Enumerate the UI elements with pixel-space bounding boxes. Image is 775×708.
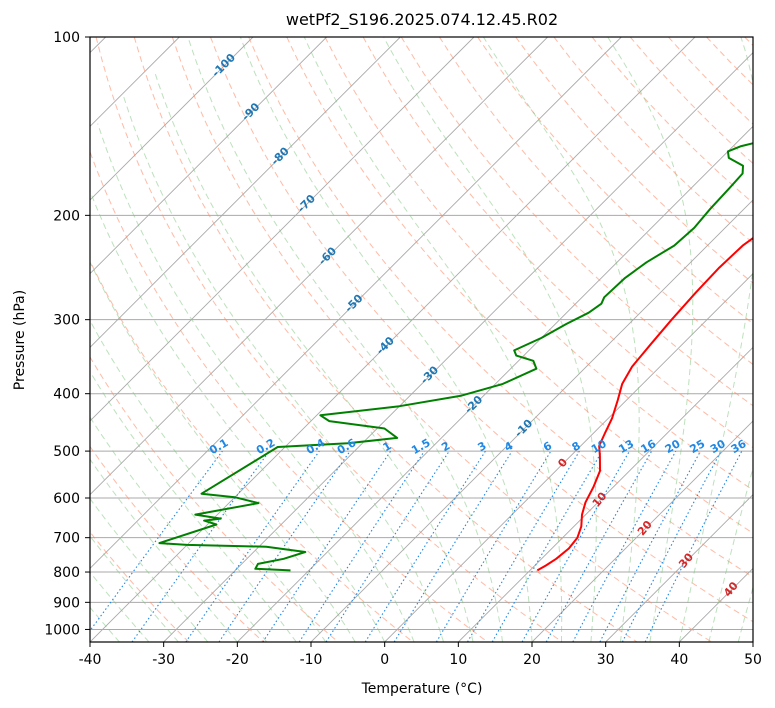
y-tick-label: 500 bbox=[53, 444, 80, 460]
moist-adiabat-line bbox=[90, 370, 297, 642]
dry-adiabat-line bbox=[95, 37, 563, 642]
plot-frame bbox=[89, 36, 754, 643]
moist-adiabat-line bbox=[122, 94, 445, 642]
moist-adiabat-line bbox=[90, 416, 268, 642]
data-series bbox=[158, 142, 753, 572]
y-tick-label: 600 bbox=[53, 491, 80, 507]
moist-adiabat-line bbox=[607, 37, 694, 642]
x-tick-label: 50 bbox=[744, 652, 762, 668]
mixing-ratio-line bbox=[185, 450, 320, 642]
y-tick-label: 800 bbox=[53, 565, 80, 581]
x-tick-label: 10 bbox=[449, 652, 467, 668]
moist-adiabat-line bbox=[737, 585, 753, 642]
moist-adiabat-line bbox=[383, 37, 597, 642]
x-tick-label: -10 bbox=[300, 652, 323, 668]
isotherm-line bbox=[384, 273, 753, 642]
x-tick-label: -30 bbox=[152, 652, 175, 668]
dry-adiabat-line bbox=[210, 37, 753, 623]
isotherm-line bbox=[531, 420, 753, 642]
x-tick-label: 20 bbox=[523, 652, 541, 668]
isotherm-line bbox=[90, 37, 696, 642]
y-tick-label: 900 bbox=[53, 595, 80, 611]
mixing-ratio-line bbox=[325, 450, 450, 642]
mixing-ratio-line bbox=[521, 450, 630, 642]
moist-adiabat-line bbox=[90, 571, 150, 642]
isotherm-line bbox=[90, 37, 622, 569]
mixing-ratio-lines bbox=[90, 450, 743, 642]
dry-adiabat-line bbox=[171, 37, 712, 642]
isotherm-line bbox=[163, 52, 753, 642]
mixing-ratio-line bbox=[90, 450, 223, 632]
dry-adiabat-line bbox=[438, 37, 753, 366]
moist-adiabat-line bbox=[678, 37, 753, 642]
moist-adiabat-line bbox=[708, 466, 753, 642]
dewpoint-profile-line bbox=[158, 142, 753, 572]
mixing-ratio-line bbox=[298, 450, 425, 642]
dry-adiabat-lines bbox=[90, 37, 753, 642]
y-tick-label: 300 bbox=[53, 313, 80, 329]
moist-adiabat-line bbox=[187, 37, 503, 642]
dry-adiabat-line bbox=[90, 356, 339, 642]
mixing-ratio-line bbox=[393, 450, 513, 642]
moist-adiabat-line bbox=[90, 189, 386, 642]
mixing-ratio-line bbox=[131, 450, 270, 642]
moist-adiabat-line bbox=[90, 497, 209, 642]
y-axis: 100 200 300 400 500 600 700 800 900 1000 bbox=[44, 30, 90, 638]
dry-adiabat-line bbox=[477, 37, 753, 325]
x-tick-label: 0 bbox=[380, 652, 389, 668]
y-tick-label: 200 bbox=[53, 208, 80, 224]
mixing-ratio-line bbox=[262, 450, 392, 642]
x-tick-label: 40 bbox=[670, 652, 688, 668]
y-tick-label: 400 bbox=[53, 387, 80, 403]
x-tick-label: -40 bbox=[79, 652, 102, 668]
isotherm-line bbox=[605, 494, 753, 642]
moist-adiabat-line bbox=[154, 72, 474, 642]
dry-adiabat-line bbox=[133, 37, 638, 642]
isotherm-line bbox=[90, 37, 475, 422]
y-axis-label: Pressure (hPa) bbox=[12, 290, 28, 390]
x-axis: -40 -30 -20 -10 0 10 20 30 40 50 bbox=[79, 642, 762, 668]
moist-adiabat-line bbox=[90, 606, 120, 642]
dry-adiabat-line bbox=[90, 150, 488, 642]
dry-adiabat-line bbox=[286, 37, 753, 534]
y-tick-label: 700 bbox=[53, 531, 80, 547]
y-tick-label: 100 bbox=[53, 30, 80, 46]
mixing-ratio-line bbox=[218, 450, 351, 642]
x-tick-label: -20 bbox=[226, 652, 249, 668]
isotherm-line bbox=[90, 37, 401, 348]
moist-adiabat-line bbox=[90, 319, 327, 642]
dry-adiabat-line bbox=[90, 445, 264, 642]
dry-adiabat-line bbox=[248, 37, 753, 578]
mixing-ratio-line bbox=[644, 450, 743, 642]
isotherm-line bbox=[90, 37, 327, 275]
y-tick-label: 1000 bbox=[44, 622, 80, 638]
mixing-ratio-line bbox=[572, 450, 677, 642]
moist-adiabat-line bbox=[97, 123, 415, 642]
x-axis-label: Temperature (°C) bbox=[361, 681, 483, 697]
plot-area: 0.1 0.2 0.4 0.6 1 1.5 2 3 4 6 8 10 13 16 20 25 30 36-100-… bbox=[90, 37, 753, 642]
dry-adiabat-line bbox=[90, 259, 414, 642]
pressure-grid bbox=[90, 37, 753, 630]
moist-adiabat-lines bbox=[90, 37, 753, 642]
moist-adiabat-line bbox=[303, 37, 563, 642]
isotherm-line bbox=[90, 37, 254, 201]
chart-title: wetPf2_S196.2025.074.12.45.R02 bbox=[286, 10, 558, 30]
mixing-ratio-line bbox=[545, 450, 653, 642]
isotherm-line bbox=[90, 37, 548, 496]
temperature-profile-line bbox=[536, 236, 753, 572]
moist-adiabat-line bbox=[239, 37, 533, 642]
x-tick-label: 30 bbox=[597, 652, 615, 668]
